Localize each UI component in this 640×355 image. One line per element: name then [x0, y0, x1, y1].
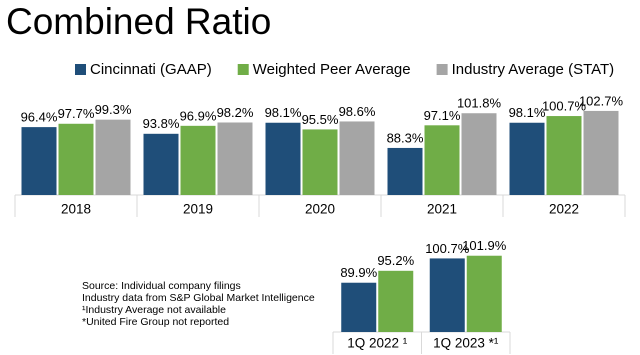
value-label: 95.5%: [302, 112, 339, 127]
bar: [378, 270, 414, 332]
note: Industry data from S&P Global Market Int…: [82, 292, 315, 304]
bar: [95, 119, 131, 195]
value-label: 97.1%: [424, 108, 461, 123]
value-label: 101.8%: [457, 96, 502, 111]
note: *United Fire Group not reported: [82, 316, 229, 328]
value-label: 98.6%: [339, 104, 376, 119]
value-label: 96.4%: [21, 110, 58, 125]
legend-label: Industry Average (STAT): [452, 61, 615, 78]
value-label: 98.2%: [217, 105, 254, 120]
bar: [509, 122, 545, 195]
bar: [339, 121, 375, 195]
note: Source: Individual company filings: [82, 280, 241, 292]
bar: [302, 129, 338, 195]
legend-label: Weighted Peer Average: [253, 61, 411, 78]
bar: [180, 125, 216, 195]
bar: [21, 127, 57, 195]
bar: [429, 258, 465, 332]
value-label: 100.7%: [542, 98, 587, 113]
value-label: 97.7%: [58, 106, 95, 121]
value-label: 102.7%: [579, 93, 624, 108]
x-tick-label: 1Q 2023 *¹: [433, 336, 499, 351]
value-label: 99.3%: [95, 102, 132, 117]
bar: [546, 116, 582, 195]
x-tick-label: 2018: [61, 202, 91, 217]
value-label: 95.2%: [377, 253, 414, 268]
bar: [58, 123, 94, 195]
bar: [265, 122, 301, 195]
legend-swatch: [436, 64, 448, 75]
value-label: 101.9%: [462, 238, 507, 253]
notes: Source: Individual company filings Indus…: [82, 280, 315, 328]
value-label: 96.9%: [180, 108, 217, 123]
value-label: 88.3%: [387, 130, 424, 145]
x-tick-label: 2019: [183, 202, 213, 217]
value-label: 98.1%: [509, 105, 546, 120]
value-label: 93.8%: [143, 116, 180, 131]
bar: [424, 125, 460, 195]
legend-swatch: [75, 64, 86, 75]
bar: [466, 255, 502, 332]
x-tick-label: 2022: [549, 202, 579, 217]
bar: [583, 110, 619, 195]
legend-swatch: [237, 64, 249, 75]
value-label: 89.9%: [340, 265, 377, 280]
x-tick-label: 1Q 2022 ¹: [347, 336, 408, 351]
page-title: Combined Ratio: [6, 1, 271, 42]
x-tick-label: 2021: [427, 202, 457, 217]
value-label: 98.1%: [265, 105, 302, 120]
note: ¹Industry Average not available: [82, 304, 226, 316]
bar: [387, 147, 423, 195]
legend-label: Cincinnati (GAAP): [90, 61, 212, 78]
x-tick-label: 2020: [305, 202, 335, 217]
bar: [461, 113, 497, 195]
value-label: 100.7%: [425, 241, 470, 256]
bar: [341, 282, 377, 332]
bar: [143, 133, 179, 195]
bar: [217, 122, 253, 195]
